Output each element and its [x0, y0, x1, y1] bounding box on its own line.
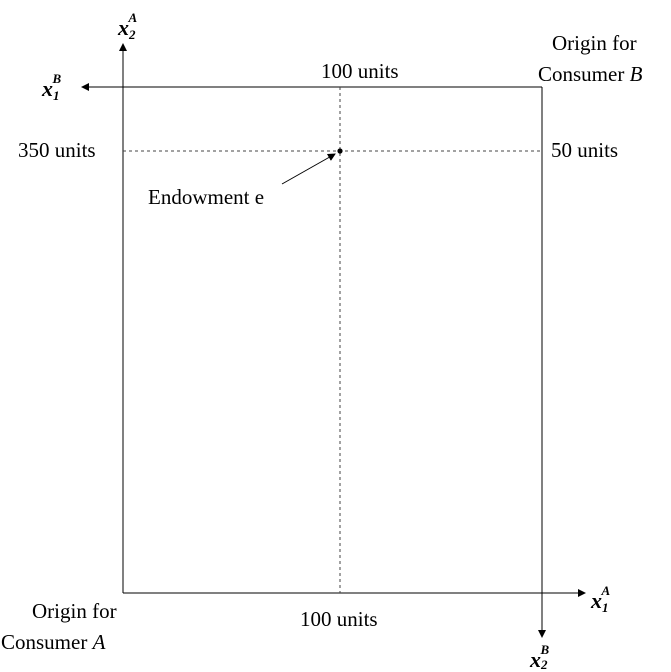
right-units-label: 50 units [551, 138, 618, 162]
endowment-point [337, 148, 343, 154]
top-units-label: 100 units [321, 59, 399, 83]
origin-a-line2: Consumer A [1, 630, 106, 654]
endowment-label: Endowment e [148, 185, 264, 209]
origin-a-line1: Origin for [32, 599, 117, 623]
endowment-pointer-arrow [281, 153, 336, 185]
bottom-units-label: 100 units [300, 607, 378, 631]
left-units-label: 350 units [18, 138, 96, 162]
x1-b-axis-label: x1B [41, 71, 62, 103]
x1-a-axis-label: x1A [590, 583, 611, 615]
origin-b-line2: Consumer B [538, 62, 643, 86]
x2-a-axis-label: x2A [117, 10, 138, 42]
origin-b-line1: Origin for [552, 31, 637, 55]
x2-b-axis-label: x2B [529, 642, 550, 672]
